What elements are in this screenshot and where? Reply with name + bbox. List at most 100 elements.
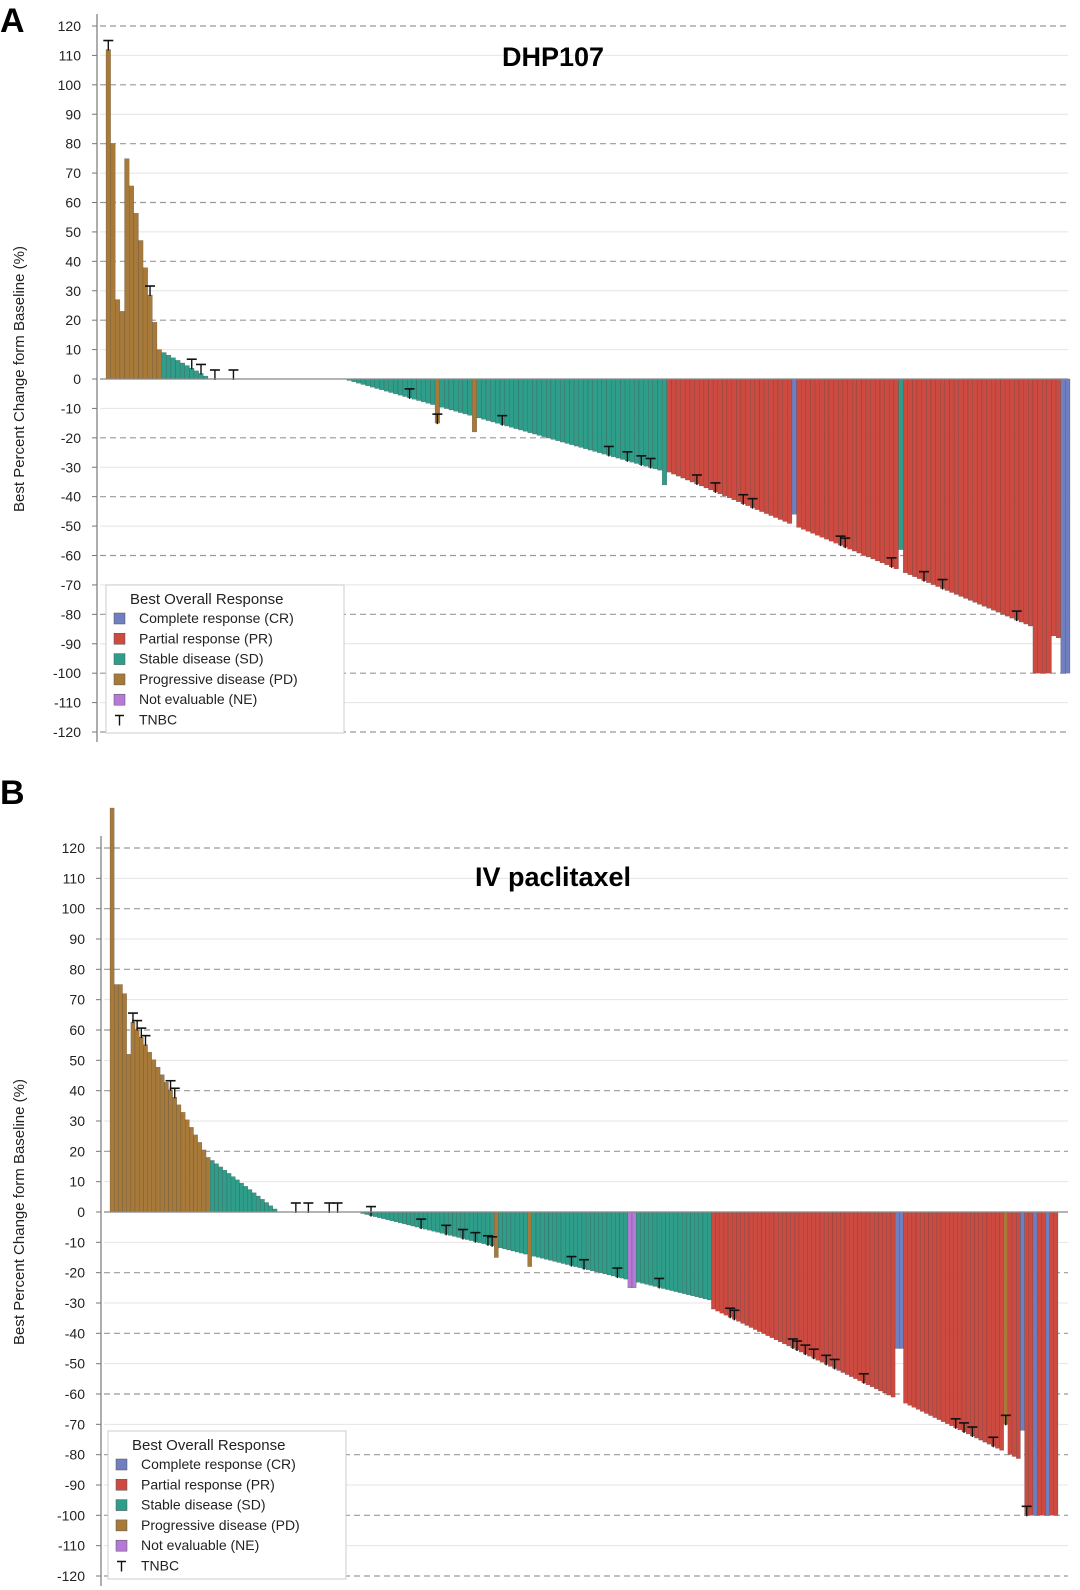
tnbc-marker: [886, 557, 897, 568]
bar: [940, 378, 946, 589]
bar: [464, 1211, 470, 1240]
y-tick-label: -50: [61, 518, 81, 534]
bar: [636, 1211, 641, 1283]
bar: [851, 378, 857, 552]
bar: [197, 1142, 203, 1213]
legend-tnbc-label: TNBC: [141, 1558, 179, 1574]
bar: [456, 1211, 461, 1238]
y-tick-label: 90: [65, 106, 81, 122]
bar: [884, 378, 890, 566]
bar: [920, 1211, 925, 1412]
bar: [631, 1211, 637, 1289]
bar: [260, 1199, 265, 1213]
bar: [727, 1211, 733, 1318]
y-tick-label: 40: [65, 253, 81, 269]
bar: [926, 378, 932, 583]
legend-label: Complete response (CR): [141, 1456, 296, 1472]
bar: [235, 1179, 240, 1213]
bar: [893, 378, 899, 569]
bar: [907, 1211, 913, 1406]
bar: [638, 378, 644, 466]
tnbc-marker: [821, 1354, 832, 1366]
bar: [130, 1021, 136, 1213]
bar: [128, 185, 134, 380]
bar: [458, 378, 464, 413]
bar: [385, 1211, 390, 1220]
bar: [509, 378, 515, 428]
bar: [481, 378, 487, 420]
bar: [768, 378, 774, 516]
panel-a: A 1201101009080706050403020100-10-20-30-4…: [0, 2, 1071, 742]
bar: [977, 378, 983, 605]
bar: [606, 378, 612, 456]
bar: [142, 267, 148, 380]
tnbc-marker: [228, 369, 239, 380]
legend-title: Best Overall Response: [132, 1437, 285, 1454]
bar: [168, 1089, 173, 1213]
bar: [590, 1211, 595, 1271]
bar: [155, 1067, 161, 1213]
bar: [201, 1149, 207, 1213]
bar: [255, 1195, 261, 1213]
tnbc-marker: [937, 578, 948, 590]
bar: [623, 1211, 629, 1280]
bar: [736, 378, 742, 502]
tnbc-marker: [127, 1012, 138, 1024]
bar: [978, 1211, 984, 1441]
bar: [550, 378, 556, 440]
bar: [759, 378, 765, 512]
bar: [995, 378, 1001, 613]
bar: [519, 1211, 524, 1254]
y-tick-label: 100: [62, 901, 86, 917]
bar: [717, 378, 723, 495]
bar: [151, 1059, 157, 1213]
tnbc-marker: [457, 1228, 468, 1240]
bar: [627, 1211, 633, 1289]
bar: [372, 1211, 378, 1217]
bar: [531, 1211, 537, 1257]
bar: [133, 213, 139, 380]
bar: [468, 1211, 474, 1241]
bar: [147, 1051, 152, 1213]
y-tick-label: 100: [58, 77, 82, 93]
bar: [222, 1169, 228, 1213]
bar: [402, 378, 408, 397]
bar: [462, 378, 468, 415]
bar: [828, 378, 834, 542]
bar: [159, 1074, 165, 1213]
bar: [790, 1211, 796, 1349]
bar: [569, 378, 575, 445]
y-tick-label: -60: [61, 548, 81, 564]
tnbc-marker: [691, 474, 702, 486]
bar: [736, 1211, 741, 1322]
y-tick-label: -100: [57, 1507, 85, 1523]
bar: [853, 1211, 858, 1379]
y-tick-label: -30: [65, 1295, 85, 1311]
bar: [560, 378, 566, 443]
bar: [953, 1211, 958, 1428]
legend-box: [107, 1430, 347, 1580]
bar: [452, 1211, 457, 1237]
bar: [1018, 378, 1024, 623]
bar: [911, 1211, 917, 1408]
bar: [393, 1211, 399, 1223]
legend: Best Overall Response Complete response (…: [105, 584, 345, 734]
bar: [777, 378, 783, 520]
legend-box: [105, 584, 345, 734]
bar: [147, 294, 153, 380]
bar: [703, 378, 709, 489]
y-tick-label: -70: [65, 1416, 85, 1432]
bar: [1041, 1211, 1046, 1516]
bar: [1065, 378, 1071, 674]
tnbc-marker: [710, 482, 721, 493]
bar: [1003, 1211, 1009, 1425]
bar: [439, 1211, 445, 1234]
bar: [814, 378, 820, 536]
y-tick-label: -120: [53, 724, 81, 740]
bar: [494, 1211, 499, 1258]
bar: [247, 1189, 253, 1213]
bar: [869, 1211, 875, 1388]
bar: [707, 1211, 712, 1301]
bar: [184, 1119, 190, 1213]
bar: [856, 378, 862, 554]
